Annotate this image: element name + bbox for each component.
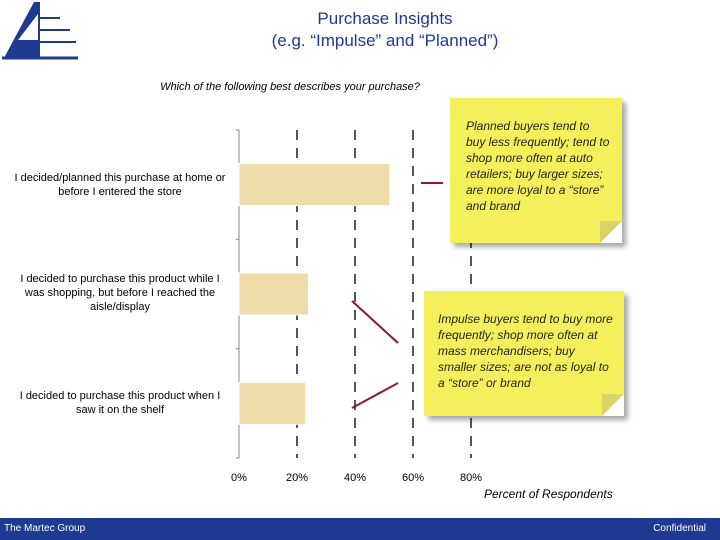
logo-sail-highlight [18,14,38,40]
martec-logo [2,2,78,60]
category-label: I decided to purchase this product when … [19,390,221,417]
bar [238,272,310,316]
title-line-1: Purchase Insights [317,9,453,28]
note-fold-corner [600,221,622,243]
planned-note-text: Planned buyers tend to buy less frequent… [466,119,610,213]
x-tick-label: 0% [231,472,247,484]
logo-sail-shape [4,2,40,58]
x-tick-label: 20% [285,472,309,484]
bar [238,163,391,207]
x-axis-title: Percent of Respondents [484,487,613,501]
planned-buyers-note: Planned buyers tend to buy less frequent… [450,98,622,243]
category-label: I decided to purchase this product while… [20,273,220,313]
category-label: I decided/planned this purchase at home … [14,171,226,198]
impulse-note-text: Impulse buyers tend to buy more frequent… [438,312,613,390]
impulse-buyers-note: Impulse buyers tend to buy more frequent… [424,291,624,416]
x-tick-label: 80% [459,472,483,484]
confidential-label: Confidential [653,523,706,534]
title-line-2: (e.g. “Impulse” and “Planned”) [271,31,499,50]
company-name: The Martec Group [4,523,86,534]
survey-question: Which of the following best describes yo… [160,81,420,93]
callout-connector [351,300,399,344]
note-fold-corner [602,394,624,416]
x-tick-label: 40% [343,472,367,484]
page-title: Purchase Insights (e.g. “Impulse” and “P… [160,8,610,52]
x-tick-label: 60% [401,472,425,484]
bar [238,381,307,425]
footer-bar: The Martec Group Confidential [0,518,720,540]
callout-connector [351,382,399,409]
